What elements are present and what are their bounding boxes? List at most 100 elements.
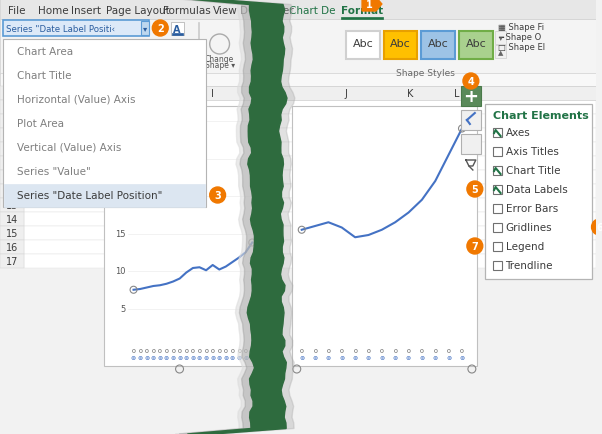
Text: ⊗: ⊗ [299, 356, 305, 361]
Text: K: K [408, 89, 414, 99]
Text: Formulas: Formulas [163, 6, 211, 16]
Text: 30: 30 [115, 117, 126, 126]
Text: ⊗: ⊗ [366, 356, 371, 361]
FancyArrow shape [362, 0, 382, 12]
Polygon shape [175, 0, 255, 434]
Text: 1: 1 [365, 0, 373, 10]
Polygon shape [179, 0, 255, 434]
Bar [171, 23, 184, 36]
Text: Series "Date Label Positi‹: Series "Date Label Positi‹ [6, 24, 115, 33]
Bar [172, 34, 183, 36]
Text: ⊗: ⊗ [446, 356, 452, 361]
Text: ⊗: ⊗ [223, 356, 229, 361]
Text: 0: 0 [393, 349, 397, 354]
Text: 20: 20 [115, 192, 126, 201]
Text: ⊗: ⊗ [230, 356, 235, 361]
Text: ⊗: ⊗ [164, 356, 169, 361]
Text: 3: 3 [214, 191, 221, 201]
Bar [0, 184, 23, 198]
Text: 0: 0 [244, 349, 247, 354]
Text: Cha…: Cha… [164, 106, 202, 119]
Bar [421, 32, 455, 60]
Text: 6: 6 [9, 103, 15, 113]
Text: ⊗: ⊗ [131, 356, 136, 361]
Text: 0: 0 [447, 349, 450, 354]
Bar [461, 87, 481, 107]
Bar [492, 186, 501, 194]
Bar [0, 157, 23, 171]
Bar [23, 115, 595, 129]
Text: Series "Date Label Position": Series "Date Label Position" [17, 191, 162, 201]
Text: Chart Title: Chart Title [506, 166, 560, 176]
Polygon shape [211, 0, 295, 434]
Text: 11: 11 [6, 173, 18, 183]
Text: ⊗: ⊗ [419, 356, 424, 361]
Text: 0: 0 [132, 349, 135, 354]
Bar [461, 111, 481, 131]
Bar [0, 115, 23, 129]
Text: 0: 0 [326, 349, 330, 354]
Text: =SERIES(…,3,Blog!$D$5:$D$23,2): =SERIES(…,3,Blog!$D$5:$D$23,2) [26, 74, 170, 88]
Text: Legend: Legend [506, 241, 544, 251]
Text: ⊗: ⊗ [433, 356, 438, 361]
Text: Data Labels: Data Labels [506, 184, 567, 194]
Bar [23, 213, 595, 227]
Text: I: I [211, 89, 214, 99]
Text: L: L [455, 89, 460, 99]
Text: 0: 0 [191, 349, 195, 354]
Text: 0: 0 [406, 349, 411, 354]
Text: fx: fx [5, 76, 16, 86]
Text: 10: 10 [6, 159, 18, 169]
Text: J: J [345, 89, 348, 99]
Text: 0: 0 [178, 349, 182, 354]
Text: Page Layout: Page Layout [106, 6, 170, 16]
Text: 0: 0 [420, 349, 424, 354]
Text: Abc: Abc [353, 39, 373, 49]
Text: 13: 13 [6, 201, 18, 210]
Bar [23, 129, 595, 143]
Text: 5: 5 [120, 304, 126, 313]
Bar [492, 224, 501, 233]
Bar [292, 107, 477, 366]
Text: 0: 0 [145, 349, 149, 354]
Bar [23, 171, 595, 184]
Text: 15: 15 [5, 228, 18, 238]
Bar [485, 105, 592, 279]
Text: ⊗: ⊗ [210, 356, 216, 361]
Polygon shape [187, 0, 287, 434]
Text: ⊗: ⊗ [137, 356, 143, 361]
Text: ⊗: ⊗ [326, 356, 331, 361]
Text: ⊗: ⊗ [250, 356, 255, 361]
Bar [495, 46, 506, 59]
Text: 0: 0 [460, 349, 464, 354]
Circle shape [209, 187, 226, 204]
Bar [3, 40, 206, 207]
Bar [4, 184, 205, 207]
Text: □ Shape El: □ Shape El [498, 43, 545, 53]
Bar [104, 107, 255, 366]
Text: 0: 0 [164, 349, 169, 354]
Text: 0: 0 [158, 349, 162, 354]
Text: File: File [8, 6, 25, 16]
Text: Trendline: Trendline [506, 260, 553, 270]
Text: 0: 0 [211, 349, 215, 354]
Bar [492, 148, 501, 157]
Text: 0: 0 [237, 349, 241, 354]
Text: 14: 14 [6, 214, 18, 224]
Bar [23, 184, 595, 198]
Text: Shape Styles: Shape Styles [396, 68, 455, 77]
Bar [23, 198, 595, 213]
Text: 5: 5 [471, 184, 478, 194]
Text: ━ Shape O: ━ Shape O [498, 33, 541, 43]
Text: 15: 15 [115, 230, 126, 238]
Text: ⊗: ⊗ [197, 356, 202, 361]
Circle shape [592, 220, 602, 236]
Text: 0: 0 [217, 349, 221, 354]
Bar [495, 32, 506, 45]
Text: 0: 0 [204, 349, 208, 354]
Text: ⊗: ⊗ [237, 356, 241, 361]
Bar [0, 101, 23, 115]
Text: Shape ▾: Shape ▾ [205, 60, 235, 69]
Text: ⊗: ⊗ [393, 356, 398, 361]
Bar [3, 21, 149, 37]
